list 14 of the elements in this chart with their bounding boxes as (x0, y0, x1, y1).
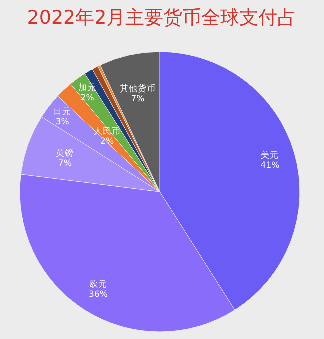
slice-label: 欧元 (89, 278, 108, 290)
slice-label: 加元 (78, 82, 97, 94)
data-label: 41% (260, 160, 280, 171)
slice-label: 日元 (54, 106, 72, 118)
data-label: 36% (89, 290, 108, 300)
data-label: 3% (56, 117, 70, 128)
slice-label: 美元 (261, 150, 280, 161)
slice-label: 其他货币 (120, 84, 156, 95)
data-label: 2% (100, 136, 114, 147)
data-label: 7% (131, 94, 145, 105)
slice-label: 英镑 (56, 148, 74, 159)
chart-title: 2022年2月主要货币全球支付占 (27, 7, 297, 29)
data-label: 7% (58, 158, 72, 169)
data-label: 2% (80, 93, 94, 104)
